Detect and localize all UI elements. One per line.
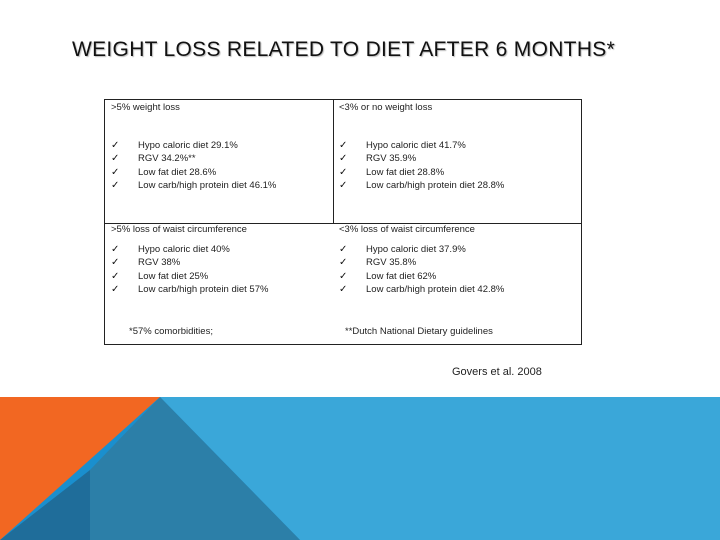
- footnote-comorbidities: *57% comorbidities;: [129, 326, 213, 337]
- page-title: WEIGHT LOSS RELATED TO DIET AFTER 6 MONT…: [72, 38, 616, 61]
- list-item-text: Hypo caloric diet 37.9%: [366, 244, 466, 255]
- checkmark-icon: ✓: [111, 140, 120, 151]
- list-item-text: RGV 38%: [138, 257, 181, 269]
- footer-dark-blue-shape: [90, 397, 300, 540]
- row-divider: [105, 223, 581, 224]
- list-item-text: Hypo caloric diet 40%: [138, 244, 230, 255]
- footer-orange-triangle: [0, 397, 160, 540]
- checkmark-icon: ✓: [339, 270, 348, 282]
- checkmark-icon: ✓: [111, 257, 120, 269]
- list-item-text: RGV 35.9%: [366, 153, 417, 165]
- checkmark-icon: ✓: [339, 166, 348, 178]
- checkmark-icon: ✓: [339, 244, 348, 255]
- checkmark-icon: ✓: [111, 244, 120, 255]
- cell-header-weight-loss: >5% weight loss: [111, 102, 180, 113]
- list-item-text: Low fat diet 62%: [366, 270, 437, 282]
- checkmark-icon: ✓: [339, 179, 348, 191]
- checkmark-icon: ✓: [111, 166, 120, 178]
- list-item-text: Low carb/high protein diet 46.1%: [138, 179, 277, 191]
- column-divider: [333, 100, 334, 224]
- cell-header-waist-loss: >5% loss of waist circumference: [111, 224, 247, 235]
- cell-header-no-weight-loss: <3% or no weight loss: [339, 102, 433, 113]
- list-item-text: Low fat diet 28.8%: [366, 166, 445, 178]
- list-item-text: Low carb/high protein diet 28.8%: [366, 179, 505, 191]
- list-item-text: Low fat diet 28.6%: [138, 166, 217, 178]
- list-item-text: Low carb/high protein diet 42.8%: [366, 283, 505, 295]
- checkmark-icon: ✓: [111, 283, 120, 295]
- footer-light-blue-shape: [160, 397, 720, 540]
- checkmark-icon: ✓: [339, 257, 348, 269]
- list-item-text: RGV 35.8%: [366, 257, 417, 269]
- cell-header-no-waist-loss: <3% loss of waist circumference: [339, 224, 475, 235]
- list-item-text: Low carb/high protein diet 57%: [138, 283, 269, 295]
- list-item-text: Low fat diet 25%: [138, 270, 209, 282]
- results-table: >5% weight loss ✓ Hypo caloric diet 29.1%…: [104, 99, 582, 345]
- checkmark-icon: ✓: [339, 283, 348, 295]
- list-item-text: Hypo caloric diet 41.7%: [366, 140, 466, 151]
- footer-navy-shape: [0, 470, 90, 540]
- checkmark-icon: ✓: [111, 179, 120, 191]
- checkmark-icon: ✓: [111, 153, 120, 165]
- checkmark-icon: ✓: [339, 140, 348, 151]
- checkmark-icon: ✓: [111, 270, 120, 282]
- checkmark-icon: ✓: [339, 153, 348, 165]
- footnote-guidelines: **Dutch National Dietary guidelines: [345, 326, 493, 337]
- citation: Govers et al. 2008: [452, 366, 542, 378]
- list-item-text: RGV 34.2%**: [138, 153, 196, 165]
- list-item-text: Hypo caloric diet 29.1%: [138, 140, 238, 151]
